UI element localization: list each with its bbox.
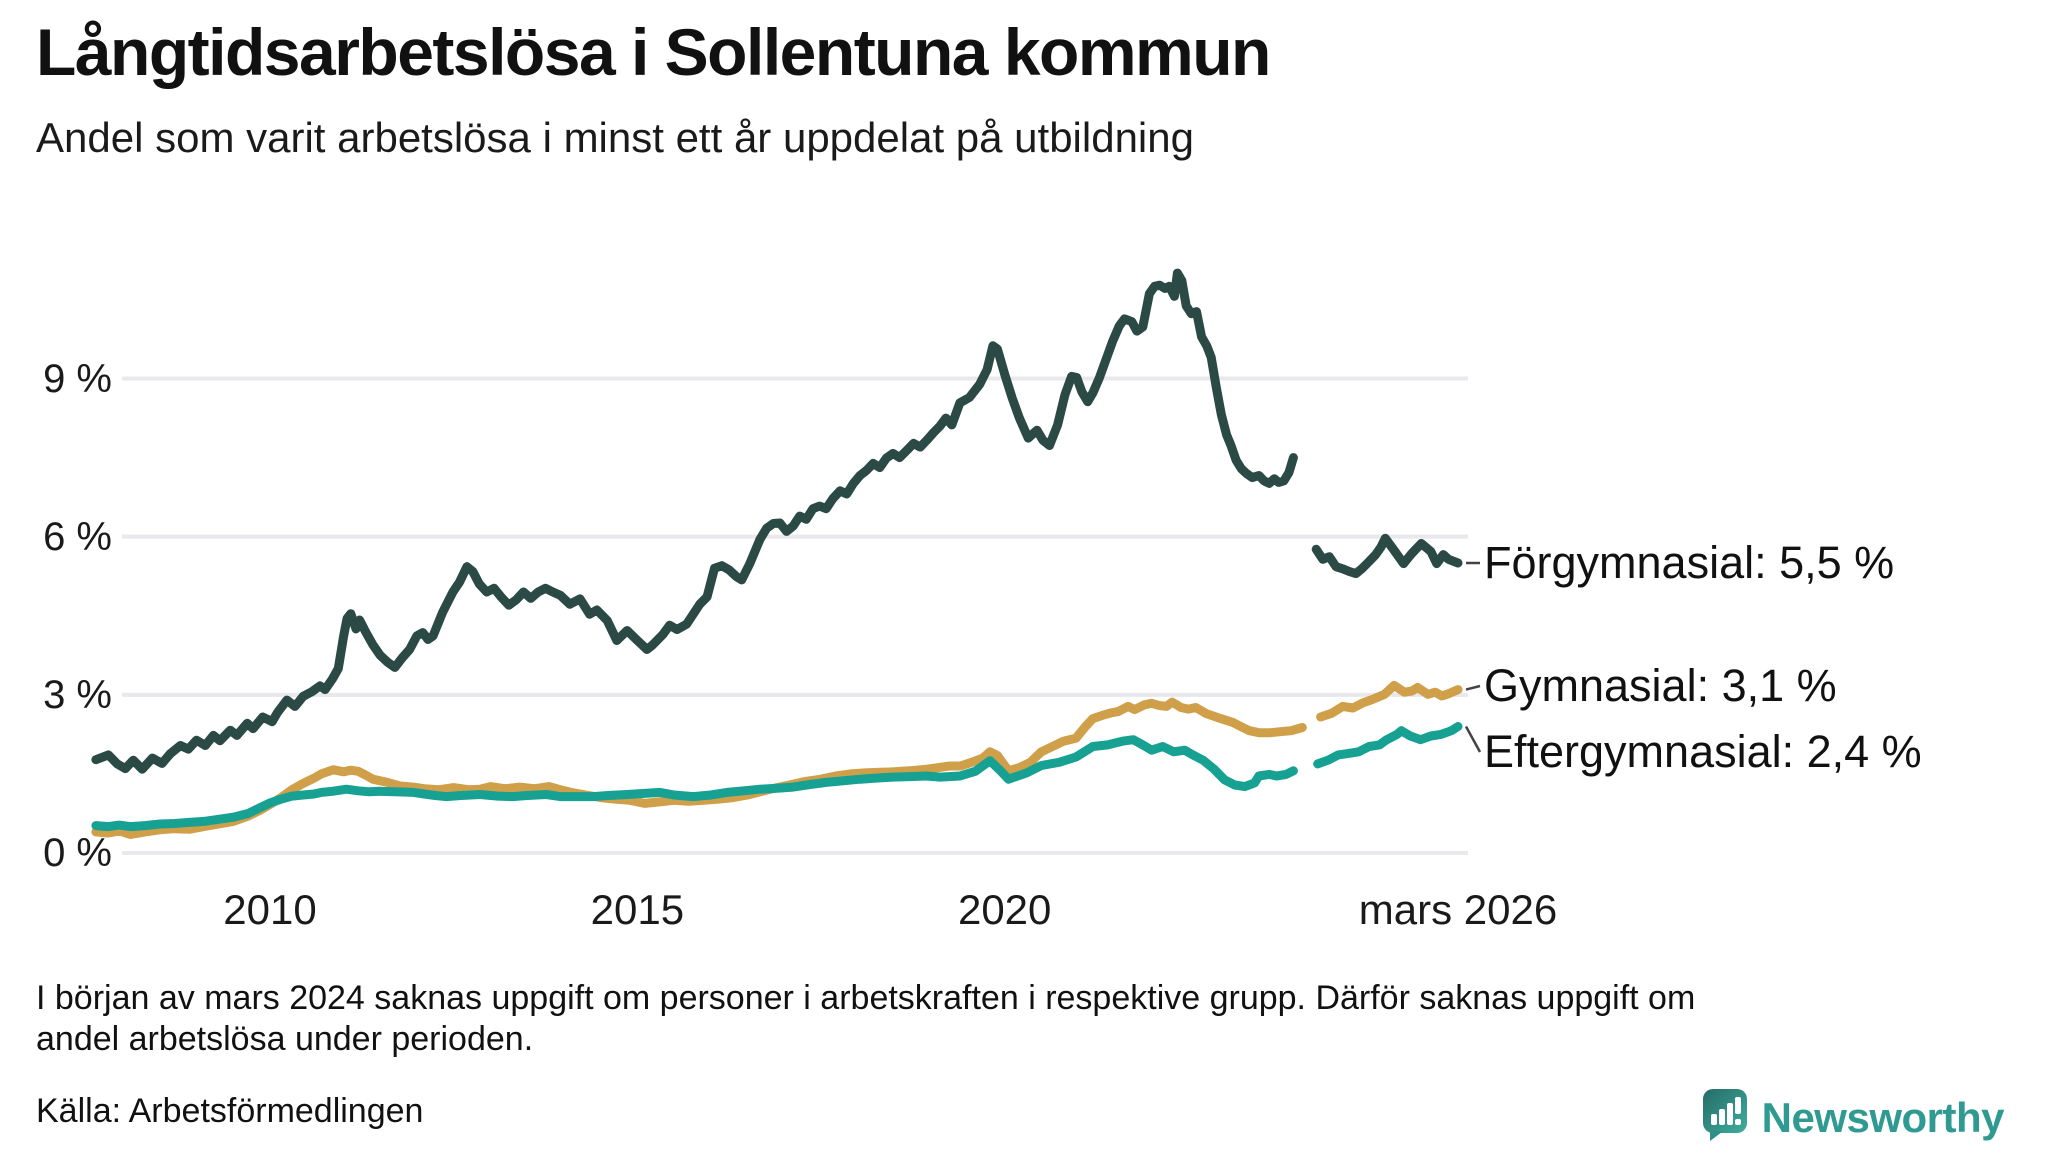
series-label-eftergymnasial: Eftergymnasial: 2,4 % (1484, 726, 1922, 777)
series-line-förgymnasial (1311, 533, 1463, 579)
series-line-gymnasial (91, 697, 1307, 839)
newsworthy-logo-icon (1702, 1088, 1748, 1147)
x-tick-label: mars 2026 (1358, 886, 1558, 933)
footnote-line-2: andel arbetslösa under perioden. (36, 1019, 534, 1058)
series-line-förgymnasial (91, 268, 1298, 774)
y-tick-label: 9 % (43, 356, 112, 401)
page-title: Långtidsarbetslösa i Sollentuna kommun (36, 15, 1271, 89)
footnote: I början av mars 2024 saknas uppgift om … (36, 978, 1695, 1060)
series-label-forgymnasial: Förgymnasial: 5,5 % (1484, 537, 1895, 588)
label-connector (1465, 684, 1481, 691)
y-tick-label: 3 % (43, 672, 112, 717)
label-connector (1464, 725, 1482, 753)
series-line-eftergymnasial (1313, 722, 1463, 769)
source-text: Källa: Arbetsförmedlingen (36, 1092, 424, 1130)
series-line-gymnasial (1316, 680, 1463, 722)
series-label-gymnasial: Gymnasial: 3,1 % (1484, 660, 1837, 711)
newsworthy-brand: Newsworthy (1702, 1088, 2005, 1147)
x-tick-label: 2020 (957, 886, 1052, 933)
x-tick-label: 2015 (590, 886, 685, 933)
x-tick-label: 2010 (223, 886, 317, 933)
brand-name: Newsworthy (1761, 1093, 2005, 1141)
series-line-eftergymnasial (91, 735, 1298, 832)
footnote-line-1: I början av mars 2024 saknas uppgift om … (36, 979, 1696, 1017)
page-subtitle: Andel som varit arbetslösa i minst ett å… (36, 114, 1194, 161)
y-tick-label: 0 % (43, 831, 112, 875)
y-tick-label: 6 % (43, 514, 112, 559)
